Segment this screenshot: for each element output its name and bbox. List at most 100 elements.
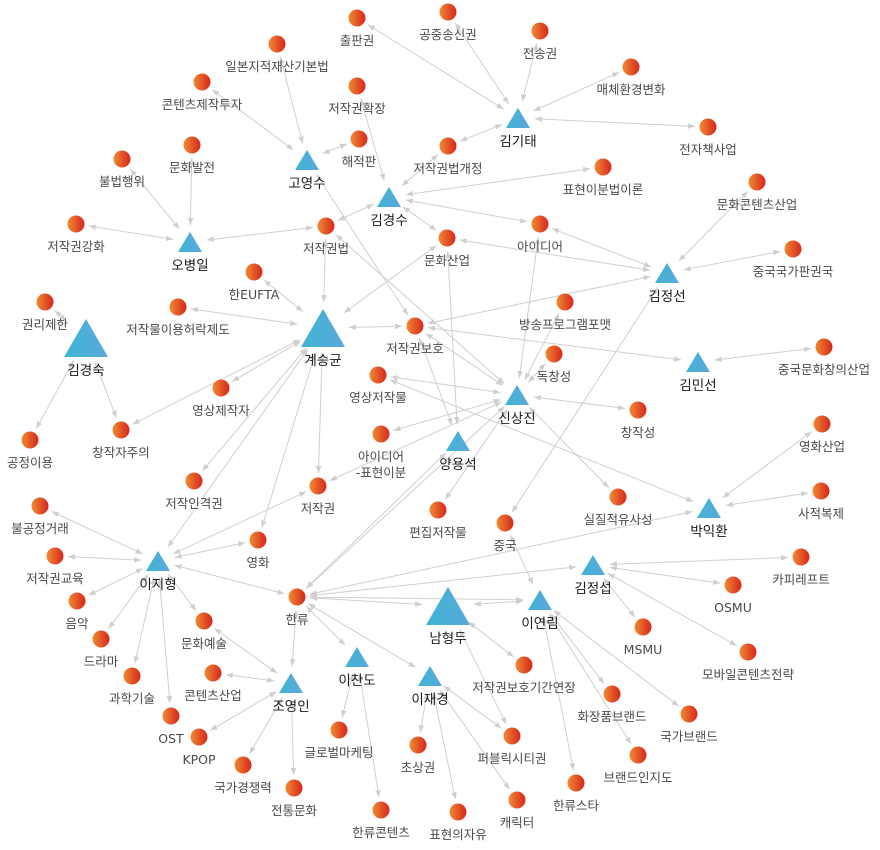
topic-node[interactable]: 저작권법개정 xyxy=(413,137,483,177)
topic-node[interactable]: 영상제작자 xyxy=(192,379,250,419)
topic-node[interactable]: 문화발전 xyxy=(169,136,215,176)
edge-yys-t18 xyxy=(445,250,460,425)
topic-node[interactable]: 문화예술 xyxy=(181,612,227,652)
topic-node[interactable]: 매체환경변화 xyxy=(596,58,666,98)
topic-node[interactable]: 해적판 xyxy=(342,130,377,170)
topic-node[interactable]: OST xyxy=(158,707,184,747)
topic-node[interactable]: 전통문화 xyxy=(271,779,318,819)
topic-node[interactable]: 중국문화창의산업 xyxy=(778,338,870,378)
topic-node[interactable]: 영상저작물 xyxy=(349,366,407,406)
topic-node[interactable]: 전자책사업 xyxy=(679,118,737,158)
topic-node[interactable]: 영화 xyxy=(246,531,270,571)
topic-node[interactable]: 한류콘텐츠 xyxy=(352,801,410,841)
topic-node[interactable]: 공정이용 xyxy=(7,431,53,471)
person-node[interactable]: 양용석 xyxy=(439,431,477,473)
topic-node[interactable]: 콘텐츠산업 xyxy=(184,664,242,704)
person-node[interactable]: 김정선 xyxy=(648,263,686,305)
person-node[interactable]: 남형두 xyxy=(426,587,470,647)
topic-node[interactable]: 표현의자유 xyxy=(429,803,487,843)
node-label: 국가브랜드 xyxy=(660,729,718,744)
person-node[interactable]: 박익환 xyxy=(690,498,728,540)
topic-node[interactable]: 불법행위 xyxy=(99,150,145,190)
topic-node[interactable]: 캐릭터 xyxy=(500,791,535,831)
topic-node[interactable]: 아이디어 xyxy=(517,215,563,255)
topic-node[interactable]: 영화산업 xyxy=(799,415,845,455)
topic-node[interactable]: 콘텐츠제작투자 xyxy=(162,73,243,113)
person-node[interactable]: 계승균 xyxy=(301,309,345,369)
topic-node[interactable]: 권리제한 xyxy=(22,293,69,333)
person-node[interactable]: 김기태 xyxy=(499,108,537,150)
topic-node[interactable]: 실질적유사성 xyxy=(583,488,653,528)
topic-circle-icon xyxy=(285,779,303,797)
topic-node[interactable]: 한류스타 xyxy=(553,774,600,814)
edge-ljh-t42 xyxy=(67,554,142,563)
topic-node[interactable]: 저작권 xyxy=(301,477,336,517)
topic-node[interactable]: 저작물이용허락제도 xyxy=(126,298,230,338)
topic-node[interactable]: 초상권 xyxy=(401,736,436,776)
edge-kjsp-t44 xyxy=(609,565,721,585)
topic-node[interactable]: 저작권강화 xyxy=(47,215,105,255)
edge-obi-t15 xyxy=(88,224,174,242)
edge-gys-t6 xyxy=(212,89,294,151)
topic-node[interactable]: 창작자주의 xyxy=(92,421,150,461)
topic-node[interactable]: 음악 xyxy=(65,592,89,632)
topic-node[interactable]: 국가브랜드 xyxy=(660,705,718,745)
topic-node[interactable]: 아이디어 -표현이분 xyxy=(356,425,407,481)
topic-node[interactable]: 저작권확장 xyxy=(328,77,386,117)
edge-kks-t13 xyxy=(405,167,591,197)
edge-lyr-t40 xyxy=(509,534,534,585)
person-node[interactable]: 이연림 xyxy=(521,590,559,632)
topic-node[interactable]: 저작권보호기간연장 xyxy=(472,656,576,696)
topic-node[interactable]: 저작인격권 xyxy=(165,472,223,512)
topic-node[interactable]: 문화콘텐츠산업 xyxy=(717,173,798,213)
topic-node[interactable]: 표현이분법이론 xyxy=(563,158,644,198)
node-label: 전송권 xyxy=(523,46,558,61)
node-label: 저작권 xyxy=(301,501,336,516)
topic-node[interactable]: 공중송신권 xyxy=(419,3,477,43)
topic-node[interactable]: 카피레프트 xyxy=(772,548,830,588)
topic-node[interactable]: 저작권보호 xyxy=(386,317,444,357)
topic-node[interactable]: 전송권 xyxy=(523,22,558,62)
topic-node[interactable]: 일본지적재산기본법 xyxy=(225,35,329,75)
topic-node[interactable]: 과학기술 xyxy=(109,667,155,707)
topic-node[interactable]: 중국 xyxy=(493,514,517,554)
topic-node[interactable]: 출판권 xyxy=(340,9,375,49)
topic-node[interactable]: KPOP xyxy=(182,728,216,768)
node-label: 퍼블릭시티권 xyxy=(477,751,546,766)
person-node[interactable]: 신상진 xyxy=(498,385,536,427)
topic-node[interactable]: 저작권교육 xyxy=(26,547,84,587)
topic-node[interactable]: 독창성 xyxy=(537,345,572,385)
topic-node[interactable]: 중국국가판권국 xyxy=(753,240,834,280)
topic-node[interactable]: 창작성 xyxy=(621,401,656,441)
topic-node[interactable]: 저작권법 xyxy=(303,217,349,257)
edge-lcd-t66 xyxy=(357,673,381,798)
topic-node[interactable]: 한EUFTA xyxy=(229,263,280,303)
topic-node[interactable]: 한류 xyxy=(285,588,309,628)
topic-node[interactable]: 브랜드인지도 xyxy=(603,746,673,786)
person-node[interactable]: 김경숙 xyxy=(64,319,108,379)
node-label: 권리제한 xyxy=(22,317,69,332)
person-node[interactable]: 이재경 xyxy=(411,666,449,708)
topic-node[interactable]: 사적복제 xyxy=(798,482,844,522)
topic-node[interactable]: 국가경쟁력 xyxy=(214,756,272,796)
topic-node[interactable]: 편집저작물 xyxy=(409,501,467,541)
person-node[interactable]: 김민선 xyxy=(679,352,717,394)
topic-node[interactable]: 퍼블릭시티권 xyxy=(477,727,547,767)
person-node[interactable]: 이지형 xyxy=(139,551,177,593)
topic-node[interactable]: 드라마 xyxy=(84,630,119,670)
topic-node[interactable]: 문화산업 xyxy=(424,229,470,269)
topic-node[interactable]: OSMU xyxy=(714,576,752,616)
topic-node[interactable]: 글로벌마케팅 xyxy=(304,721,374,761)
person-node[interactable]: 이찬도 xyxy=(338,647,376,689)
person-node[interactable]: 김정섭 xyxy=(574,555,612,597)
topic-node[interactable]: 방송프로그램포맷 xyxy=(519,293,611,333)
topic-node[interactable]: 불공정거래 xyxy=(11,497,69,537)
topic-node[interactable]: 화장품브랜드 xyxy=(577,685,647,725)
person-node[interactable]: 조영인 xyxy=(272,673,310,715)
person-node[interactable]: 고영수 xyxy=(288,150,326,192)
topic-node[interactable]: MSMU xyxy=(624,618,663,658)
topic-node[interactable]: 모바일콘텐츠전략 xyxy=(702,643,795,683)
person-node[interactable]: 김경수 xyxy=(370,187,408,229)
person-node[interactable]: 오병일 xyxy=(171,232,209,274)
topic-circle-icon xyxy=(309,477,327,495)
